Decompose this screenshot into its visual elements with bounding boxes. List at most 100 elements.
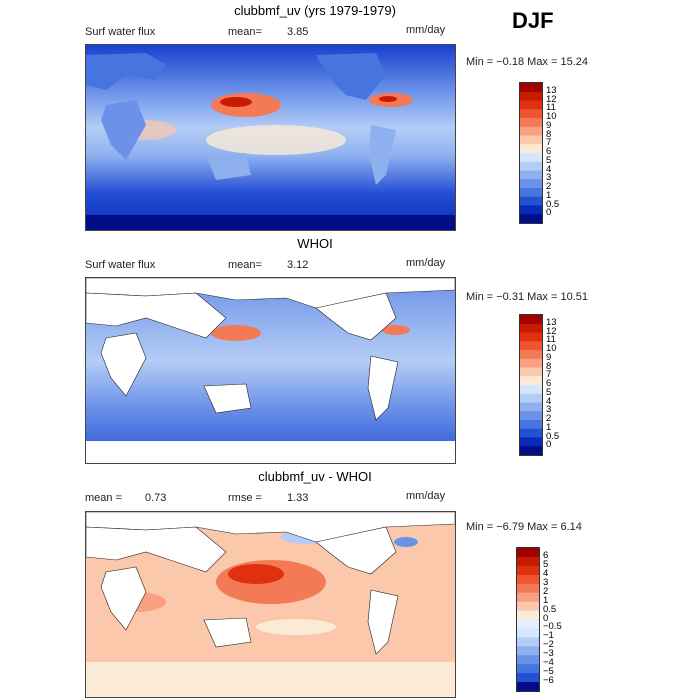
colorbar-swatch (520, 367, 542, 377)
colorbar-swatch (517, 556, 539, 567)
colorbar-tick-label: 1 (546, 421, 552, 433)
panel3-colorbar (516, 547, 540, 692)
panel1-antarctica (86, 215, 455, 230)
colorbar-swatch (520, 420, 542, 430)
colorbar-tick-label: 0 (546, 439, 552, 451)
panel1-south-america (369, 125, 396, 185)
colorbar-swatch (520, 100, 542, 110)
panel2-variable: Surf water flux (85, 259, 156, 271)
panel3-africa (100, 566, 147, 631)
colorbar-swatch (520, 428, 542, 438)
panel3-rmse-value: 1.33 (287, 492, 309, 504)
colorbar-swatch (520, 350, 542, 360)
panel1-australia (206, 153, 251, 180)
panel1-africa (101, 100, 146, 160)
colorbar-swatch (520, 358, 542, 368)
colorbar-swatch (517, 628, 539, 638)
colorbar-tick-label: 9 (546, 351, 552, 363)
panel3-units: mm/day (406, 490, 446, 502)
colorbar-swatch (517, 664, 539, 674)
panel3-minmax: Min = −6.79 Max = 6.14 (466, 521, 582, 533)
colorbar-swatch (520, 126, 542, 136)
colorbar-swatch (520, 153, 542, 163)
colorbar-swatch (520, 135, 542, 145)
panel1-gulfstream-peak (379, 96, 397, 102)
panel2-antarctica-mask (86, 441, 455, 463)
panel3-mean-label: mean = (85, 492, 122, 504)
panel3-colorbar-labels: 6 5 4 3 2 1 0.5 0 −0.5 −1 −2 −3 −4 −5 −6 (543, 547, 603, 690)
colorbar-swatch (520, 341, 542, 351)
colorbar-tick-label: 11 (546, 102, 556, 114)
panel3-southern-ocean (86, 662, 455, 697)
colorbar-tick-label: −4 (543, 657, 554, 669)
panel3-north-america (315, 526, 397, 575)
colorbar-tick-label: 0.5 (546, 430, 560, 442)
colorbar-swatch (520, 144, 542, 154)
colorbar-tick-label: 4 (543, 567, 549, 579)
colorbar-tick-label: 3 (543, 576, 549, 588)
colorbar-swatch (517, 592, 539, 603)
colorbar-swatch (520, 161, 542, 171)
panel2-australia (203, 383, 252, 414)
colorbar-tick-label: −0.5 (543, 621, 562, 633)
panel2-units: mm/day (406, 257, 446, 269)
panel1-units: mm/day (406, 24, 446, 36)
colorbar-tick-label: −1 (543, 630, 554, 642)
colorbar-tick-label: −3 (543, 648, 554, 660)
colorbar-swatch (520, 188, 542, 198)
colorbar-swatch (520, 170, 542, 180)
panel1-colorbar (519, 82, 543, 224)
colorbar-tick-label: 6 (546, 378, 552, 389)
colorbar-swatch (520, 109, 542, 119)
panel1-kuroshio-peak (220, 97, 252, 107)
colorbar-swatch (517, 682, 539, 692)
panel2-mean-label: mean= (228, 259, 262, 271)
colorbar-tick-label: −5 (543, 666, 554, 678)
colorbar-tick-label: 3 (546, 404, 552, 416)
panel3-mean-value: 0.73 (145, 492, 167, 504)
colorbar-swatch (517, 583, 539, 594)
colorbar-tick-label: 10 (546, 343, 557, 354)
colorbar-tick-label: 7 (546, 369, 552, 381)
colorbar-tick-label: 0 (543, 612, 549, 624)
colorbar-tick-label: 5 (543, 558, 549, 570)
panel3-atlantic-low (394, 537, 418, 547)
colorbar-swatch (517, 565, 539, 576)
colorbar-tick-label: 8 (546, 128, 552, 140)
colorbar-swatch (517, 601, 539, 612)
panel2-eurasia (86, 292, 227, 339)
colorbar-swatch (520, 332, 542, 342)
panel2-africa (100, 332, 147, 397)
panel1-eurasia (86, 53, 166, 90)
colorbar-swatch (520, 411, 542, 421)
panel3-pacific-peak (228, 564, 284, 584)
colorbar-tick-label: 6 (543, 549, 549, 561)
colorbar-swatch (517, 655, 539, 665)
colorbar-tick-label: 1 (546, 189, 552, 201)
panel2-map (85, 277, 456, 464)
colorbar-tick-label: −6 (543, 675, 554, 687)
colorbar-swatch (520, 83, 542, 93)
panel2-south-america (367, 355, 399, 421)
colorbar-swatch (520, 179, 542, 189)
panel3-australia (203, 617, 252, 648)
colorbar-swatch (520, 315, 542, 325)
colorbar-tick-label: 1 (543, 594, 549, 606)
colorbar-tick-label: 6 (546, 146, 552, 157)
panel3-map (85, 511, 456, 698)
colorbar-swatch (520, 214, 542, 224)
colorbar-tick-label: 0.5 (546, 198, 560, 210)
colorbar-swatch (520, 446, 542, 456)
colorbar-tick-label: 5 (546, 386, 552, 398)
colorbar-tick-label: 2 (546, 181, 552, 192)
panel1-title: clubbmf_uv (yrs 1979-1979) (234, 3, 396, 18)
panel3-eurasia (86, 526, 227, 573)
panel3-rmse-label: rmse = (228, 492, 262, 504)
panel3-south-america (367, 589, 399, 655)
panel2-north-america (315, 292, 397, 341)
colorbar-tick-label: 12 (546, 93, 557, 105)
colorbar-tick-label: 12 (546, 325, 557, 337)
panel1-mean-label: mean= (228, 26, 262, 38)
panel2-colorbar (519, 314, 543, 456)
panel1-north-america (316, 53, 386, 100)
